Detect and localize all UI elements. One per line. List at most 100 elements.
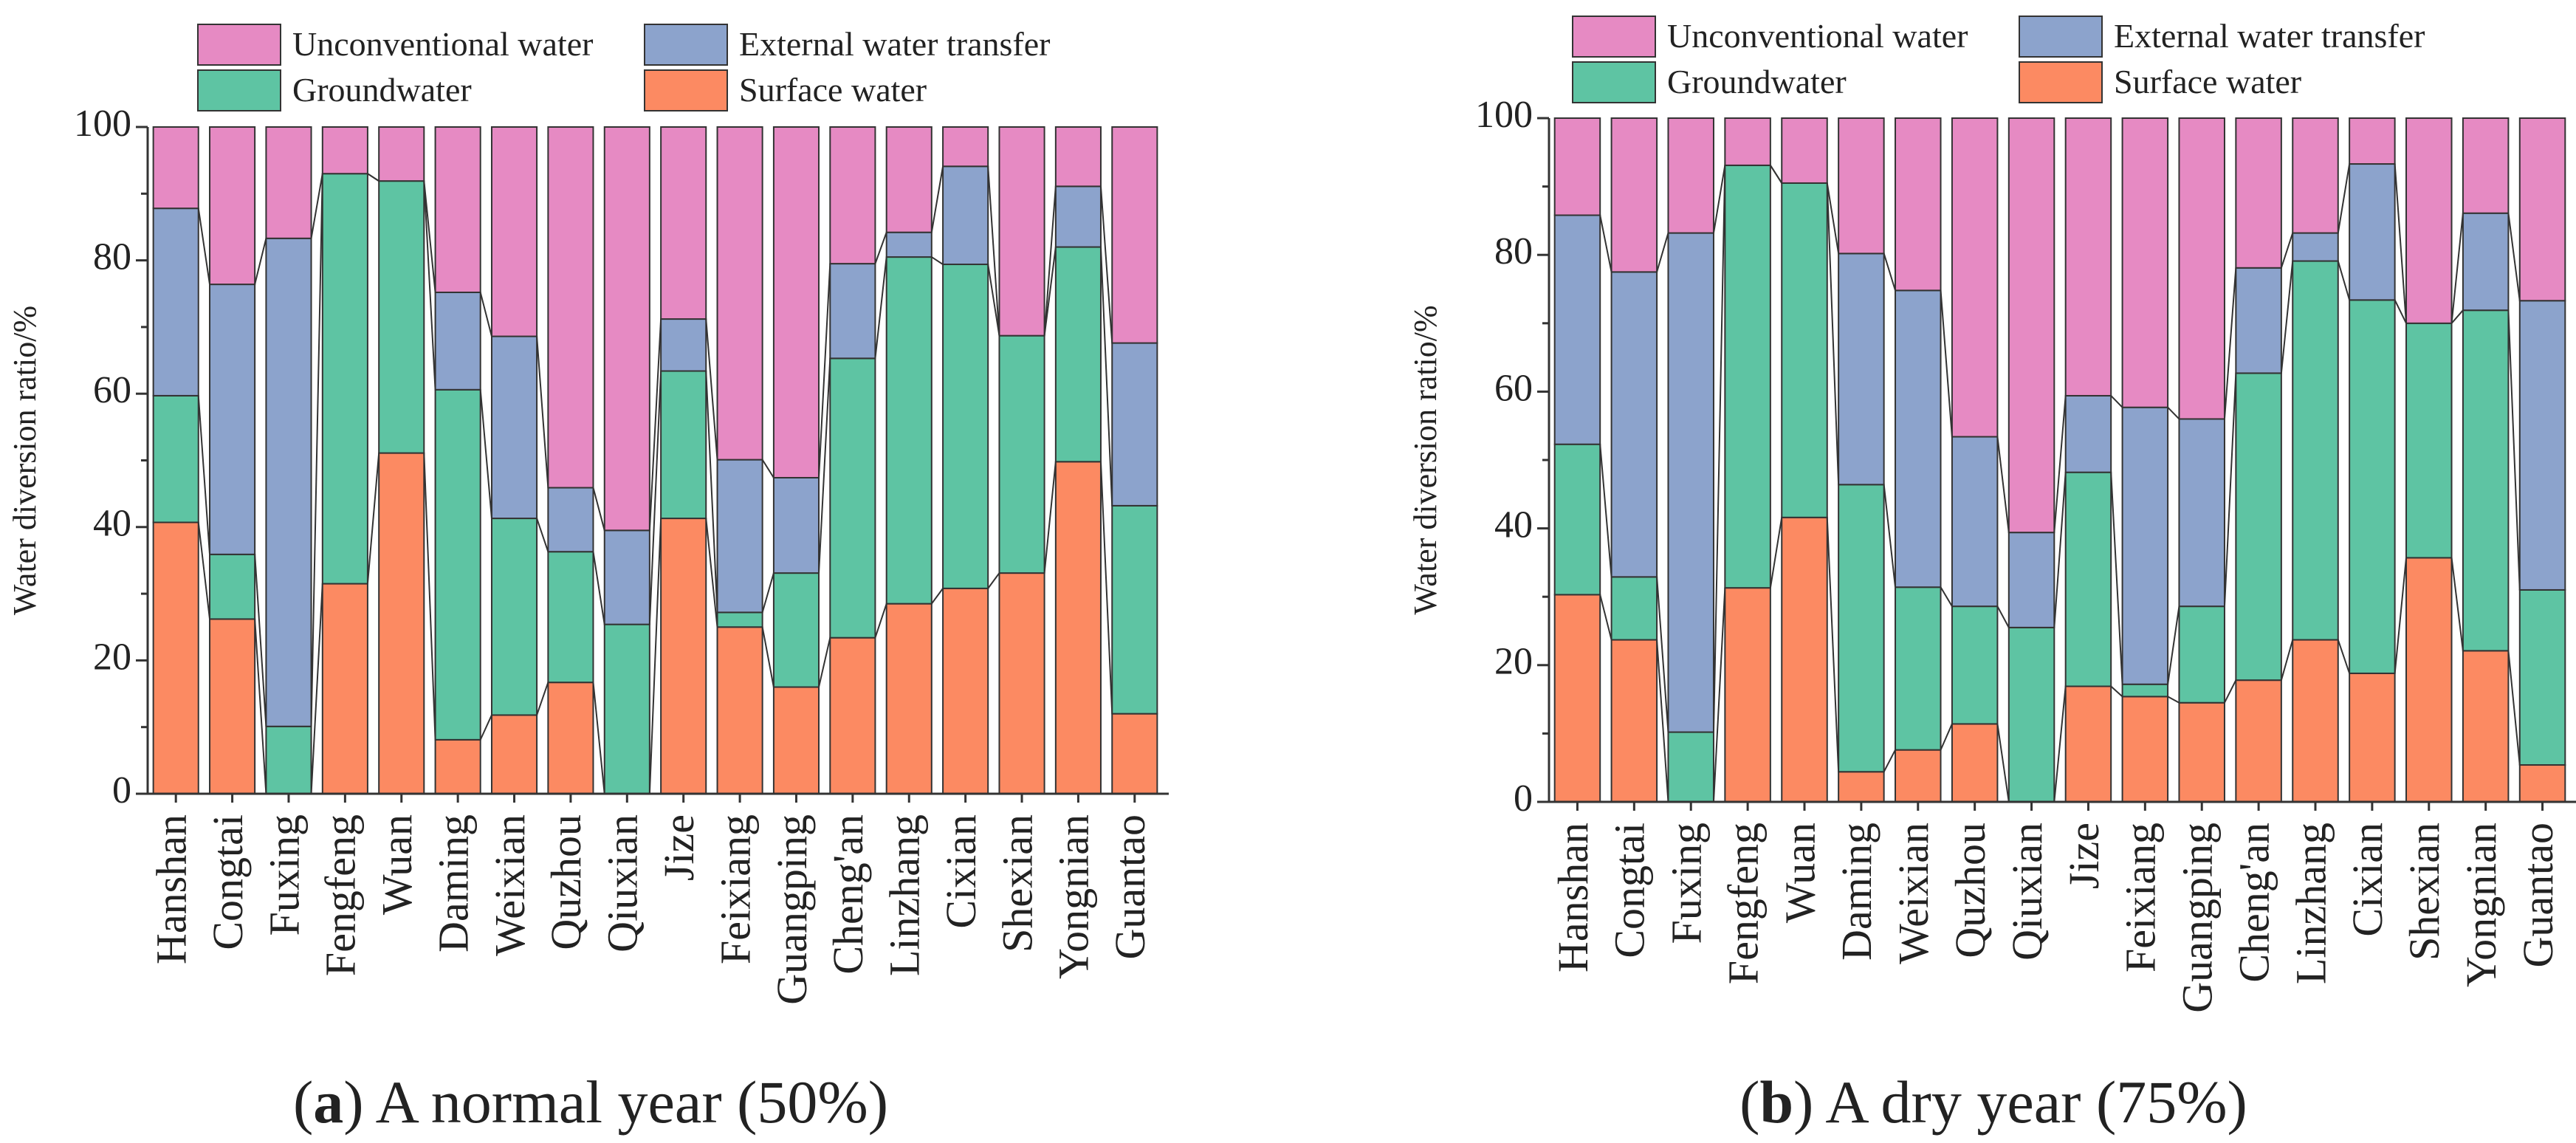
caption-paren-close: ) <box>1793 1068 1825 1136</box>
bar-groundwater <box>1895 586 1942 751</box>
bar-groundwater <box>152 394 199 524</box>
connector-line <box>2507 310 2521 590</box>
bar-surface <box>2178 701 2225 803</box>
x-tick-label: Qiuxian <box>599 814 647 952</box>
bar-unconventional <box>2405 117 2453 324</box>
legend-label: Surface water <box>739 71 927 109</box>
bar-unconventional <box>1553 117 1601 216</box>
bar-groundwater <box>1781 182 1828 518</box>
bar-groundwater <box>772 572 820 688</box>
bar-unconventional <box>660 126 707 320</box>
connector-line <box>648 319 662 531</box>
connector-line <box>592 487 605 531</box>
bar-groundwater <box>378 180 425 454</box>
bar-external <box>942 165 989 266</box>
connector-line <box>2394 557 2408 674</box>
x-tick-label: Feixiang <box>711 814 759 964</box>
x-tick-label: Congtai <box>1606 823 1654 958</box>
bar-surface <box>2518 763 2566 803</box>
connector-line <box>1043 247 1057 336</box>
connector-line <box>1883 484 1897 588</box>
bar-external <box>152 207 199 397</box>
bar-surface <box>660 518 707 794</box>
legend-label: Groundwater <box>292 71 472 109</box>
connector-line <box>874 603 887 639</box>
connector-line <box>2223 373 2237 607</box>
connector-line <box>1599 444 1612 577</box>
connector-line <box>2450 309 2464 324</box>
legend-swatch-external <box>644 24 728 66</box>
connector-line <box>2053 395 2067 533</box>
bar-unconventional <box>829 126 876 265</box>
caption-letter: a <box>313 1068 343 1136</box>
bar-external <box>2518 300 2566 591</box>
caption-paren-open: ( <box>1739 1068 1759 1136</box>
bar-groundwater <box>2064 471 2112 687</box>
bar-groundwater <box>2349 299 2396 674</box>
legend-label: External water transfer <box>739 25 1050 63</box>
legend-swatch-groundwater <box>1572 61 1656 103</box>
bar-external <box>1111 342 1158 507</box>
connector-line <box>2280 233 2294 269</box>
connector-line <box>930 166 944 233</box>
bar-external <box>1895 289 1942 588</box>
x-tick-label: Quzhou <box>542 814 590 950</box>
connector-line <box>2110 472 2123 684</box>
connector-line <box>2337 261 2351 301</box>
bar-groundwater <box>2405 322 2453 559</box>
bar-unconventional <box>1610 117 1658 273</box>
connector-line <box>2337 639 2351 674</box>
bar-external <box>660 318 707 372</box>
bar-surface <box>885 603 932 795</box>
connector-line <box>2394 299 2407 324</box>
connector-line <box>1712 165 1726 233</box>
bar-external <box>2007 532 2055 628</box>
caption-letter: b <box>1759 1068 1793 1136</box>
bar-groundwater <box>1054 246 1102 463</box>
bar-groundwater <box>2462 309 2510 652</box>
y-tick-label: 20 <box>1494 641 1533 683</box>
bar-external <box>209 284 256 555</box>
bar-groundwater <box>660 370 707 520</box>
connector-line <box>197 522 211 619</box>
bar-external <box>265 237 312 727</box>
x-tick-label: Linzhang <box>881 814 929 976</box>
connector-line <box>479 715 492 741</box>
x-tick-label: Yongnian <box>1050 814 1098 979</box>
bar-unconventional <box>2462 117 2510 214</box>
chart-panel-b: Hanshan Congtai Fuxing Fengfeng Wuan Daming We… <box>1407 16 2576 1136</box>
legend-label: Surface water <box>2114 63 2301 100</box>
x-tick-label: Wuan <box>373 814 421 915</box>
bar-unconventional <box>1054 126 1102 188</box>
connector-line <box>2450 213 2464 323</box>
bar-surface <box>2292 639 2339 803</box>
bar-unconventional <box>1781 117 1828 184</box>
connector-line <box>1099 247 1113 506</box>
bars <box>152 126 1158 795</box>
bar-groundwater <box>1610 576 1658 641</box>
bar-surface <box>829 636 876 794</box>
bar-unconventional <box>2292 117 2339 234</box>
bar-surface <box>772 686 820 795</box>
x-tick-label: Daming <box>429 814 477 952</box>
bar-unconventional <box>2178 117 2225 420</box>
legend-label: Unconventional water <box>292 25 593 63</box>
x-tick-label: Jize <box>655 814 703 881</box>
y-tick-label: 40 <box>93 503 131 545</box>
connector-line <box>761 572 774 613</box>
bar-unconventional <box>547 126 594 489</box>
bar-groundwater <box>1111 504 1158 715</box>
caption-paren-open: ( <box>293 1068 313 1136</box>
bar-groundwater <box>716 611 763 628</box>
bar-external <box>1610 271 1658 578</box>
connector-line <box>818 358 831 574</box>
bar-unconventional <box>603 126 650 532</box>
bar-surface <box>209 618 256 794</box>
bar-groundwater <box>2121 683 2169 698</box>
bar-surface <box>1781 516 1828 803</box>
y-axis-label: Water diversion ratio/% <box>1407 305 1443 614</box>
connector-line <box>592 552 605 625</box>
connector-line <box>1996 724 2010 803</box>
connector-line <box>254 619 267 794</box>
